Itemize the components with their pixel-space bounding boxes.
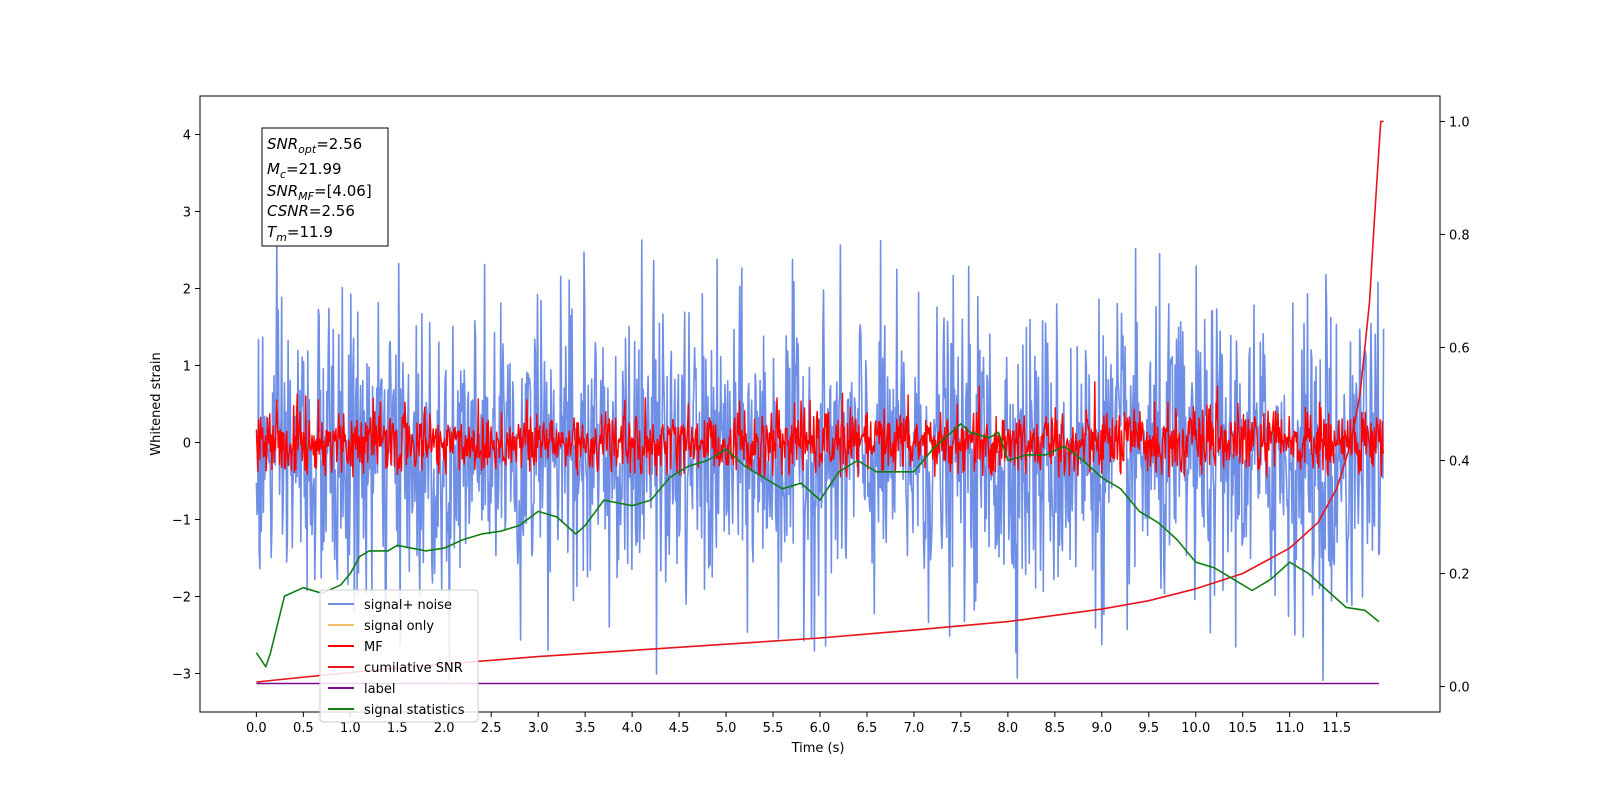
x-tick-label: 3.0 [528, 721, 549, 736]
y-tick-label: 4 [183, 129, 191, 144]
legend-label: MF [364, 640, 383, 655]
legend-label: signal+ noise [364, 598, 452, 613]
x-tick-label: 3.5 [575, 721, 596, 736]
x-tick-label: 7.0 [904, 721, 925, 736]
y-tick-label: 2 [183, 283, 191, 298]
y-tick-label: −1 [172, 514, 191, 529]
stat-mc: Mc=21.99 [267, 160, 342, 181]
y2-tick-label: 1.0 [1449, 115, 1470, 130]
series-line-3 [256, 120, 1384, 683]
y-tick-label: −2 [172, 591, 191, 606]
stats-box: SNRopt=2.56 Mc=21.99 SNRMF=[4.06] CSNR=2… [261, 127, 389, 247]
y2-tick-label: 0.2 [1449, 568, 1470, 583]
x-tick-label: 9.0 [1091, 721, 1112, 736]
x-tick-label: 0.0 [246, 721, 267, 736]
x-tick-label: 1.5 [387, 721, 408, 736]
x-tick-label: 11.5 [1322, 721, 1351, 736]
x-tick-label: 8.5 [1045, 721, 1066, 736]
x-tick-label: 2.0 [434, 721, 455, 736]
x-tick-label: 5.0 [716, 721, 737, 736]
x-axis: 0.0 0.5 1.0 1.5 2.0 2.5 3.0 3.5 4.0 4.5 5.0 5.5 6.0 6… [246, 712, 1351, 736]
y-tick-label: −3 [172, 668, 191, 683]
x-tick-label: 10.5 [1228, 721, 1257, 736]
y2-tick-label: 0.4 [1449, 455, 1470, 470]
y-axis-left: −3 −2 −1 0 1 2 3 4 [172, 129, 200, 683]
y-axis-label: Whitened strain [149, 352, 164, 455]
stat-csnr: CSNR=2.56 [267, 202, 355, 220]
x-tick-label: 2.5 [481, 721, 502, 736]
x-tick-label: 1.0 [340, 721, 361, 736]
y-axis-right: 0.0 0.2 0.4 0.6 0.8 1.0 [1440, 115, 1470, 696]
x-tick-label: 7.5 [951, 721, 972, 736]
legend-label: signal statistics [364, 703, 465, 718]
stat-tm: Tm=11.9 [267, 223, 333, 244]
x-tick-label: 0.5 [293, 721, 314, 736]
stats-box-frame [261, 127, 389, 247]
x-tick-label: 6.5 [857, 721, 878, 736]
x-tick-label: 10.0 [1181, 721, 1210, 736]
y2-tick-label: 0.0 [1449, 681, 1470, 696]
y-tick-label: 1 [183, 360, 191, 375]
series-line-2 [255, 381, 1385, 478]
x-tick-label: 9.5 [1138, 721, 1159, 736]
x-tick-label: 8.0 [998, 721, 1019, 736]
stat-snr-mf: SNRMF=[4.06] [267, 182, 372, 203]
series-line-0 [255, 239, 1385, 682]
y-tick-label: 3 [183, 206, 191, 221]
y2-tick-label: 0.6 [1449, 341, 1470, 356]
y2-tick-label: 0.8 [1449, 228, 1470, 243]
x-tick-label: 4.5 [669, 721, 690, 736]
x-axis-label: Time (s) [791, 741, 845, 756]
legend: signal+ noise signal only MF cumilative SNR… [319, 589, 479, 723]
legend-label: cumilative SNR [364, 661, 463, 676]
y-tick-label: 0 [183, 437, 191, 452]
legend-label: signal only [364, 619, 434, 634]
x-tick-label: 6.0 [810, 721, 831, 736]
stat-snr-opt: SNRopt=2.56 [267, 135, 362, 156]
x-tick-label: 11.0 [1275, 721, 1304, 736]
legend-frame [319, 589, 479, 723]
legend-label: label [364, 682, 395, 697]
series-line-5 [255, 423, 1380, 668]
x-tick-label: 4.0 [622, 721, 643, 736]
x-tick-label: 5.5 [763, 721, 784, 736]
